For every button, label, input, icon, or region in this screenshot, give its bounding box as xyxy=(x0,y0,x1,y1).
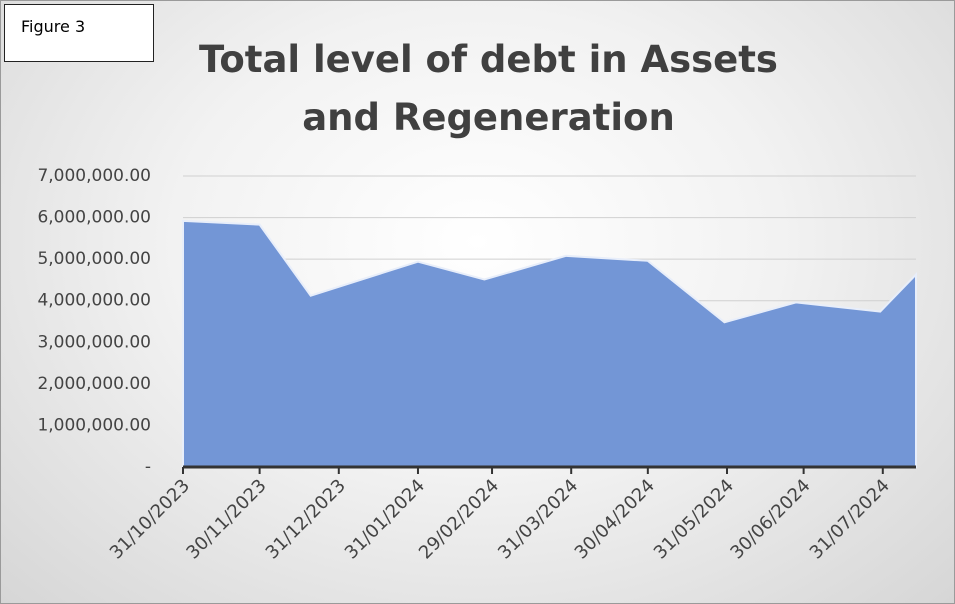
x-tick-label: 31/10/2023 xyxy=(106,475,194,563)
y-tick-label: 7,000,000.00 xyxy=(37,166,151,186)
area xyxy=(182,219,917,468)
y-tick-label: 3,000,000.00 xyxy=(37,332,151,352)
y-tick-label: 5,000,000.00 xyxy=(37,249,151,269)
x-tick-label: 30/06/2024 xyxy=(726,475,814,563)
y-tick-label: 1,000,000.00 xyxy=(37,415,151,435)
figure-label: Figure 3 xyxy=(4,4,154,62)
y-tick-label: 4,000,000.00 xyxy=(37,291,151,311)
y-tick-label: - xyxy=(145,457,151,477)
x-tick-label: 29/02/2024 xyxy=(415,475,503,563)
y-tick-label: 6,000,000.00 xyxy=(37,208,151,228)
x-tick-label: 31/07/2024 xyxy=(806,475,894,563)
y-tick-label: 2,000,000.00 xyxy=(37,374,151,394)
x-tick-label: 31/12/2023 xyxy=(262,475,350,563)
x-tick-label: 31/05/2024 xyxy=(650,475,738,563)
chart-title: Total level of debt in Assets and Regene… xyxy=(199,38,778,139)
x-tick-label: 30/11/2023 xyxy=(182,475,270,563)
x-tick-label: 31/03/2024 xyxy=(494,475,582,563)
x-tick-label: 30/04/2024 xyxy=(571,475,659,563)
